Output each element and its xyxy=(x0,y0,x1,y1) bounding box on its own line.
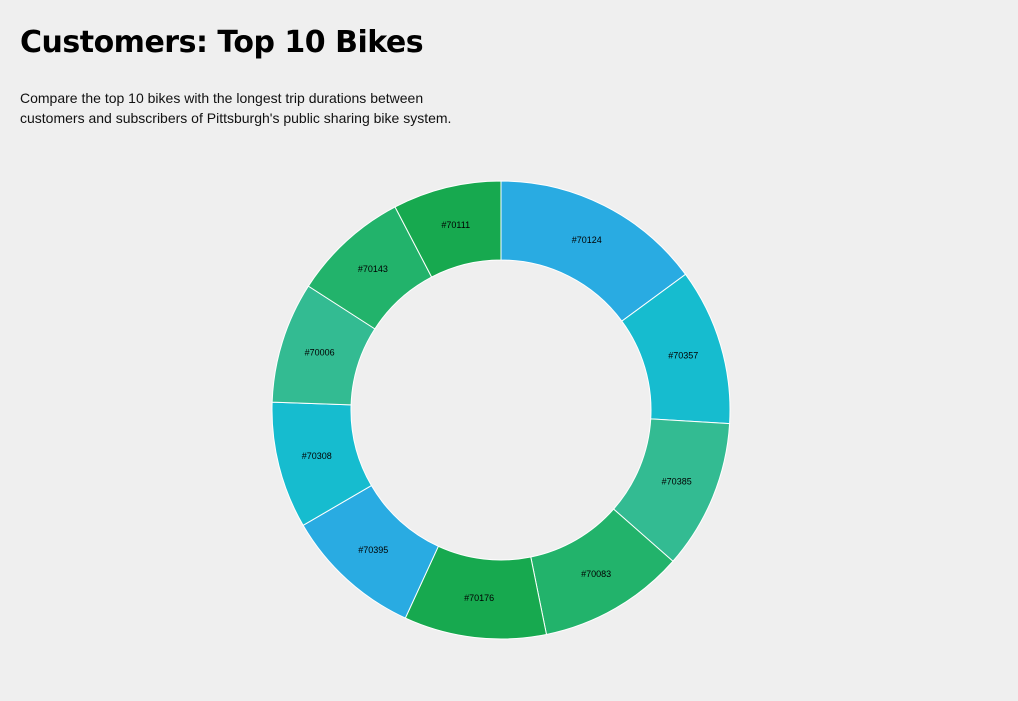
slice-label-70006: #70006 xyxy=(305,348,335,358)
slice-label-70143: #70143 xyxy=(358,264,388,274)
slice-label-70395: #70395 xyxy=(358,545,388,555)
slice-label-70308: #70308 xyxy=(302,451,332,461)
slice-label-70111: #70111 xyxy=(441,220,470,230)
page-title: Customers: Top 10 Bikes xyxy=(20,25,424,60)
slice-label-70385: #70385 xyxy=(662,477,692,487)
donut-slice-70111[interactable] xyxy=(394,180,502,278)
slice-label-70176: #70176 xyxy=(464,593,494,603)
page-description: Compare the top 10 bikes with the longes… xyxy=(20,90,452,126)
slice-label-70083: #70083 xyxy=(581,569,611,579)
slice-label-70124: #70124 xyxy=(572,235,602,245)
slice-label-70357: #70357 xyxy=(668,351,698,361)
